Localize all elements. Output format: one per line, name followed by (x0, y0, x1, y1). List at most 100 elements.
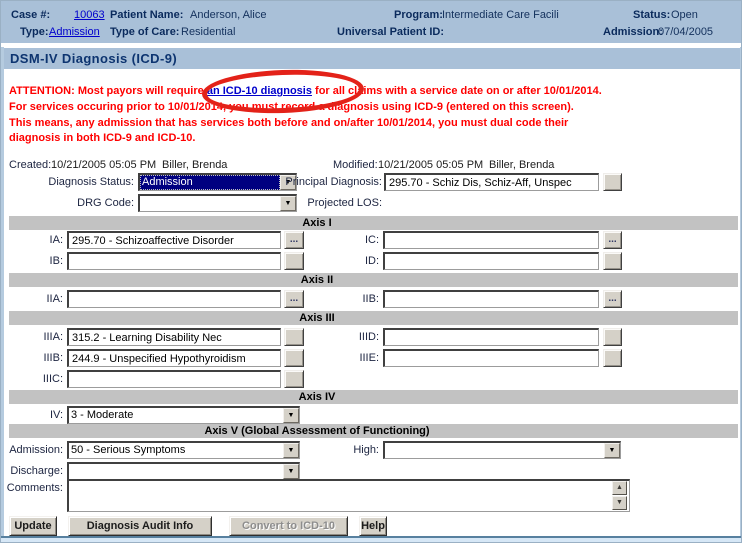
created-label: Created: (9, 159, 52, 171)
axis3-header: Axis III (9, 311, 738, 325)
convert-to-icd10-button: Convert to ICD-10 (229, 516, 348, 536)
attention-line-4: diagnosis in both ICD-9 and ICD-10. (9, 132, 196, 144)
admission-date-label: Admission: (603, 26, 663, 38)
axis3-iiie-label: IIIE: (359, 352, 379, 364)
axis3-iiid-input[interactable] (383, 328, 599, 346)
axis5-discharge-value (69, 464, 283, 479)
type-label: Type: (20, 26, 49, 38)
axis3-iiid-label: IIID: (358, 331, 379, 343)
attention-line-1-pre: ATTENTION: Most payors will require (9, 85, 207, 97)
axis1-ia-input[interactable] (67, 231, 281, 249)
axis1-ib-lookup-button[interactable] (284, 252, 304, 270)
chevron-down-icon[interactable]: ▼ (283, 408, 299, 423)
attention-line-1-post: for all claims with a service date on or… (311, 85, 602, 97)
chevron-down-icon[interactable]: ▼ (283, 443, 299, 458)
attention-line-2: For services occuring prior to 10/01/201… (9, 101, 574, 113)
chevron-down-icon[interactable]: ▼ (280, 196, 296, 211)
update-button[interactable]: Update (9, 516, 57, 536)
axis3-iiic-input[interactable] (67, 370, 281, 388)
chevron-down-icon[interactable]: ▼ (280, 175, 296, 190)
scroll-up-icon[interactable]: ▲ (612, 481, 627, 495)
axis5-admission-combobox[interactable]: 50 - Serious Symptoms ▼ (67, 441, 300, 459)
status-label: Status: (633, 9, 671, 21)
axis1-ic-input[interactable] (383, 231, 599, 249)
axis3-iiic-lookup-button[interactable] (284, 370, 304, 388)
page-title: DSM-IV Diagnosis (ICD-9) (10, 51, 178, 66)
icd10-diagnosis-link[interactable]: an ICD-10 diagnosis (206, 85, 312, 97)
help-button[interactable]: Help (359, 516, 387, 536)
axis2-iia-input[interactable] (67, 290, 281, 308)
axis3-iiia-lookup-button[interactable] (284, 328, 304, 346)
axis3-iiie-lookup-button[interactable] (603, 349, 622, 367)
principal-diagnosis-lookup-button[interactable] (603, 173, 622, 191)
axis1-ic-lookup-button[interactable]: ... (603, 231, 622, 249)
axis5-header: Axis V (Global Assessment of Functioning… (9, 424, 738, 438)
case-number-link[interactable]: 10063 (74, 9, 105, 21)
principal-diagnosis-input[interactable] (384, 173, 599, 191)
bottom-divider (1, 536, 741, 538)
axis3-iiie-input[interactable] (383, 349, 599, 367)
axis2-iib-label: IIB: (362, 293, 379, 305)
modified-value: 10/21/2005 05:05 PM (378, 159, 484, 171)
universal-patient-id-label: Universal Patient ID: (337, 26, 444, 38)
modified-by: Biller, Brenda (489, 159, 555, 171)
right-edge-strip (740, 47, 741, 537)
scroll-down-icon[interactable]: ▼ (612, 496, 627, 510)
diagnosis-status-combobox[interactable]: Admission ▼ (138, 173, 297, 191)
chevron-down-icon[interactable]: ▼ (604, 443, 620, 458)
page-title-bar: DSM-IV Diagnosis (ICD-9) (4, 48, 740, 69)
axis5-discharge-label: Discharge: (10, 465, 63, 477)
axis2-header: Axis II (9, 273, 738, 287)
modified-label: Modified: (333, 159, 378, 171)
bottom-strip (1, 538, 741, 542)
drg-code-combobox[interactable]: ▼ (138, 194, 297, 212)
patient-name-label: Patient Name: (110, 9, 184, 21)
case-number-label: Case #: (11, 9, 51, 21)
axis2-iib-input[interactable] (383, 290, 599, 308)
axis3-iiib-input[interactable] (67, 349, 281, 367)
created-by: Biller, Brenda (162, 159, 228, 171)
axis4-iv-value: 3 - Moderate (71, 409, 134, 421)
type-of-care-label: Type of Care: (110, 26, 180, 38)
type-of-care-value: Residential (181, 26, 236, 38)
axis4-iv-combobox[interactable]: 3 - Moderate ▼ (67, 406, 300, 424)
axis3-iiib-label: IIIB: (43, 352, 63, 364)
axis5-high-value (385, 443, 604, 458)
axis1-id-input[interactable] (383, 252, 599, 270)
attention-line-1: ATTENTION: Most payors will require an I… (9, 85, 602, 97)
diagnosis-audit-info-button[interactable]: Diagnosis Audit Info (68, 516, 212, 536)
axis2-iia-lookup-button[interactable]: ... (284, 290, 304, 308)
axis4-iv-label: IV: (49, 409, 63, 421)
chevron-down-icon[interactable]: ▼ (283, 464, 299, 479)
status-value: Open (671, 9, 698, 21)
axis1-header: Axis I (9, 216, 738, 230)
axis4-header: Axis IV (9, 390, 738, 404)
type-link[interactable]: Admission (49, 26, 100, 38)
axis3-iiic-label: IIIC: (42, 373, 63, 385)
axis3-iiid-lookup-button[interactable] (603, 328, 622, 346)
axis1-ia-lookup-button[interactable]: ... (284, 231, 304, 249)
axis2-iia-label: IIA: (46, 293, 63, 305)
comments-textarea[interactable] (67, 479, 630, 512)
axis5-admission-label: Admission: (9, 444, 63, 456)
axis5-high-label: High: (353, 444, 379, 456)
axis1-ib-input[interactable] (67, 252, 281, 270)
axis5-high-combobox[interactable]: ▼ (383, 441, 621, 459)
axis1-id-lookup-button[interactable] (603, 252, 622, 270)
axis5-discharge-combobox[interactable]: ▼ (67, 462, 300, 480)
comments-label: Comments: (6, 482, 63, 494)
admission-date-value: 07/04/2005 (658, 26, 714, 38)
attention-line-3: This means, any admission that has servi… (9, 117, 569, 129)
axis1-ia-label: IA: (49, 234, 63, 246)
principal-diagnosis-label: Principal Diagnosis: (285, 176, 382, 188)
axis3-iiia-input[interactable] (67, 328, 281, 346)
axis1-ic-label: IC: (364, 234, 379, 246)
axis2-iib-lookup-button[interactable]: ... (603, 290, 622, 308)
created-value: 10/21/2005 05:05 PM (51, 159, 157, 171)
projected-los-label: Projected LOS: (307, 197, 382, 209)
axis1-ib-label: IB: (49, 255, 63, 267)
axis5-admission-value: 50 - Serious Symptoms (71, 444, 186, 456)
patient-name-value: Anderson, Alice (190, 9, 267, 21)
axis3-iiib-lookup-button[interactable] (284, 349, 304, 367)
